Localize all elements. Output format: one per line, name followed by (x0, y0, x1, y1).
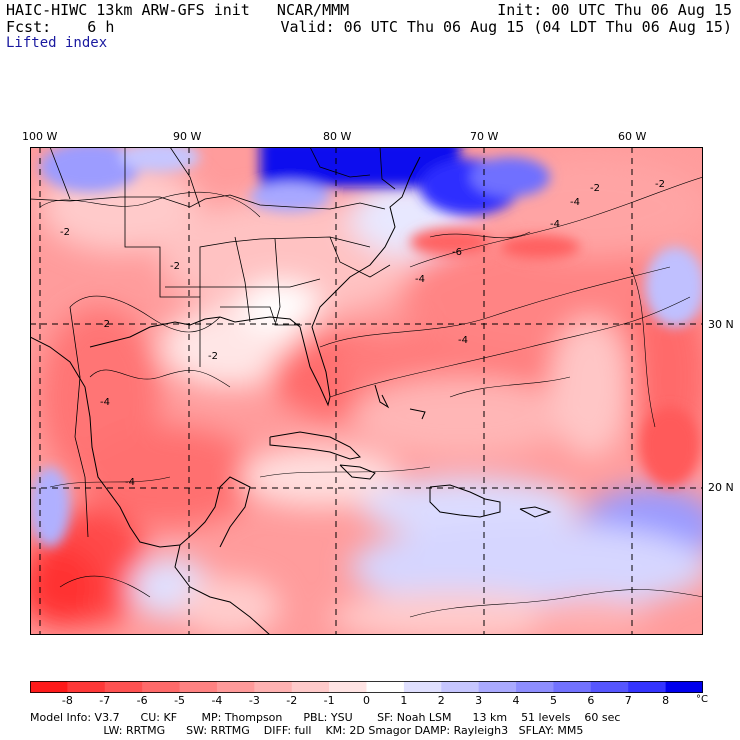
color-scale-cell (628, 681, 667, 693)
map-frame (30, 147, 703, 635)
color-scale-cell (478, 681, 517, 693)
color-scale-tick-label: 7 (624, 694, 632, 707)
color-scale-cell (553, 681, 592, 693)
contour-label: -2 (170, 261, 180, 272)
contour-label: -4 (100, 397, 110, 408)
footer-model-info-line2: LW: RRTMG SW: RRTMG DIFF: full KM: 2D Sm… (30, 724, 584, 737)
lon-label-90w: 90 W (173, 130, 202, 143)
color-scale-tick-label: -1 (323, 694, 335, 707)
color-scale-cell (67, 681, 106, 693)
color-scale-cell (142, 681, 181, 693)
color-scale-tick-label: -7 (99, 694, 111, 707)
color-scale-cell (590, 681, 629, 693)
color-scale-unit: °C (696, 694, 708, 705)
color-scale-tick-label: 0 (363, 694, 370, 707)
color-scale-tick-label: 6 (587, 694, 595, 707)
header-right: Init: 00 UTC Thu 06 Aug 15 Valid: 06 UTC… (280, 2, 732, 36)
contour-label: -2 (208, 351, 218, 362)
color-scale-tick-label: -2 (286, 694, 298, 707)
contour-label: -4 (458, 335, 468, 346)
contour-label: -2 (590, 183, 600, 194)
color-scale-tick-label: 8 (662, 694, 670, 707)
color-scale-cell (516, 681, 554, 693)
color-scale-cell (291, 681, 330, 693)
color-scale-tick-label: -6 (136, 694, 148, 707)
political-boundaries (30, 147, 396, 538)
color-scale-cell (30, 681, 68, 693)
init-time: Init: 00 UTC Thu 06 Aug 15 (497, 1, 732, 19)
contour-label: -4 (550, 219, 560, 230)
color-scale-bar (30, 681, 703, 693)
shading-layer (30, 147, 703, 635)
lon-label-80w: 80 W (323, 130, 352, 143)
color-scale-tick-label: -3 (248, 694, 260, 707)
lifted-index-map: -2 -2 -2 -2 -4 -4 -4 -4 -4 -6 -2 -4 -2 (30, 147, 703, 635)
field-name: Lifted index (6, 35, 108, 51)
color-scale-tick-label: -4 (211, 694, 223, 707)
color-scale-tick-label: -5 (174, 694, 186, 707)
contour-label: -4 (570, 197, 580, 208)
contour-label: -2 (100, 319, 110, 330)
color-scale-cell (366, 681, 405, 693)
contour-value-labels: -2 -2 -2 -2 -4 -4 -4 -4 -4 -6 -2 -4 -2 (60, 179, 665, 488)
lat-lon-grid (30, 147, 703, 635)
lat-label-30n: 30 N (708, 318, 734, 331)
color-scale-tick-label: -8 (61, 694, 73, 707)
lon-label-60w: 60 W (618, 130, 647, 143)
contour-label: -2 (60, 227, 70, 238)
color-scale-tick-label: 1 (400, 694, 408, 707)
color-scale-tick-label: 3 (475, 694, 483, 707)
contour-label: -4 (125, 477, 135, 488)
model-title: HAIC-HIWC 13km ARW-GFS init NCAR/MMM (6, 1, 350, 19)
color-scale-tick-label: 4 (512, 694, 520, 707)
contour-lines (39, 176, 703, 618)
lat-label-20n: 20 N (708, 481, 734, 494)
lon-label-70w: 70 W (470, 130, 499, 143)
color-scale-cell (104, 681, 143, 693)
forecast-hour: Fcst: 6 h (6, 18, 115, 36)
color-scale-cell (403, 681, 442, 693)
contour-label: -4 (415, 274, 425, 285)
color-scale-tick-label: 2 (437, 694, 445, 707)
color-scale-cell (329, 681, 367, 693)
footer-model-info-line1: Model Info: V3.7 CU: KF MP: Thompson PBL… (30, 711, 621, 724)
contour-label: -2 (655, 179, 665, 190)
color-scale-cell (441, 681, 480, 693)
color-scale-cell (254, 681, 293, 693)
color-scale-cell (216, 681, 255, 693)
coastlines (30, 156, 552, 635)
color-scale-cell (665, 681, 703, 693)
lon-label-100w: 100 W (22, 130, 58, 143)
valid-time: Valid: 06 UTC Thu 06 Aug 15 (04 LDT Thu … (280, 18, 732, 36)
color-scale-cell (179, 681, 218, 693)
header-left: HAIC-HIWC 13km ARW-GFS init NCAR/MMM Fcs… (6, 2, 349, 36)
color-scale-tick-label: 5 (549, 694, 557, 707)
contour-label: -6 (452, 247, 462, 258)
